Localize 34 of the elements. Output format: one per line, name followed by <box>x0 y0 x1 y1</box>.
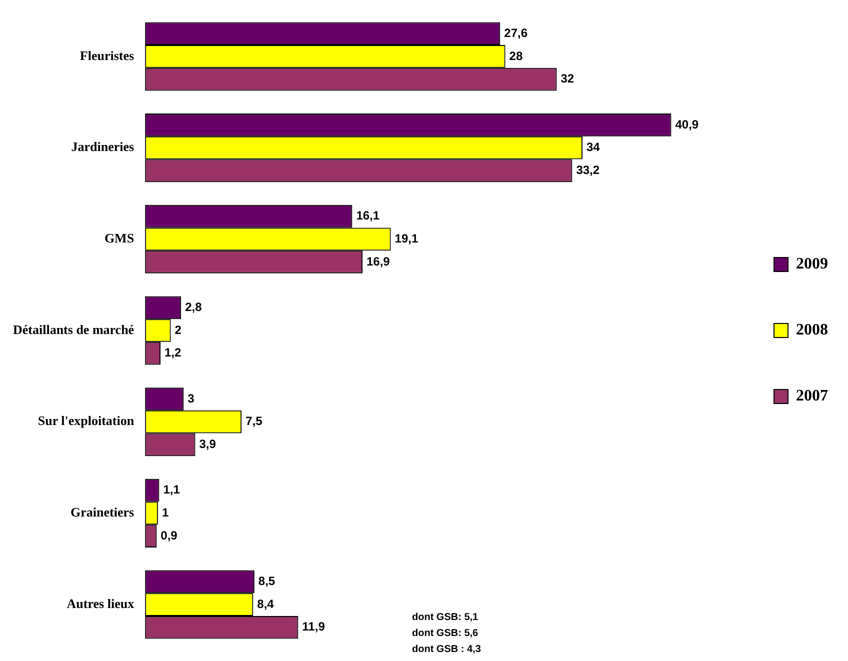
data-label: 0,9 <box>160 528 178 542</box>
data-label: 33,2 <box>576 162 600 177</box>
data-label: 8,5 <box>258 574 276 588</box>
data-label: 40,9 <box>675 117 699 132</box>
y-tick-label: Fleuristes <box>80 48 134 63</box>
data-label: 2 <box>174 322 182 337</box>
y-tick-label: Jardineries <box>71 139 134 154</box>
data-label: 28 <box>509 48 523 63</box>
data-label: 27,6 <box>504 26 528 40</box>
data-label: 1,1 <box>163 482 180 497</box>
y-tick-label: GMS <box>104 230 134 246</box>
data-label: 16,9 <box>366 254 390 268</box>
data-label: 19,1 <box>394 231 418 246</box>
data-label: 3 <box>188 391 195 406</box>
data-label: 8,4 <box>257 596 274 611</box>
y-tick-label: Autres lieux <box>66 596 135 611</box>
data-label: 1,2 <box>164 346 182 360</box>
annotation: dont GSB: 5,6 <box>412 627 480 641</box>
data-label: 16,1 <box>356 208 380 223</box>
data-label: 3,9 <box>199 436 216 451</box>
legend-label: 2009 <box>796 256 828 273</box>
y-tick-label: Grainetiers <box>70 504 134 520</box>
annotation: dont GSB: 5,1 <box>412 611 480 625</box>
legend-label: 2007 <box>796 388 828 405</box>
annotation: dont GSB : 4,3 <box>412 643 481 657</box>
legend-label: 2008 <box>796 322 828 339</box>
data-label: 2,8 <box>185 300 202 314</box>
data-label: 32 <box>560 72 574 86</box>
y-tick-label: Sur l'exploitation <box>38 413 135 428</box>
data-label: 11,9 <box>302 620 326 634</box>
data-label: 34 <box>586 140 600 154</box>
y-tick-label: Détaillants de marché <box>12 322 134 337</box>
data-label: 7,5 <box>246 414 263 428</box>
data-label: 1 <box>162 506 169 520</box>
